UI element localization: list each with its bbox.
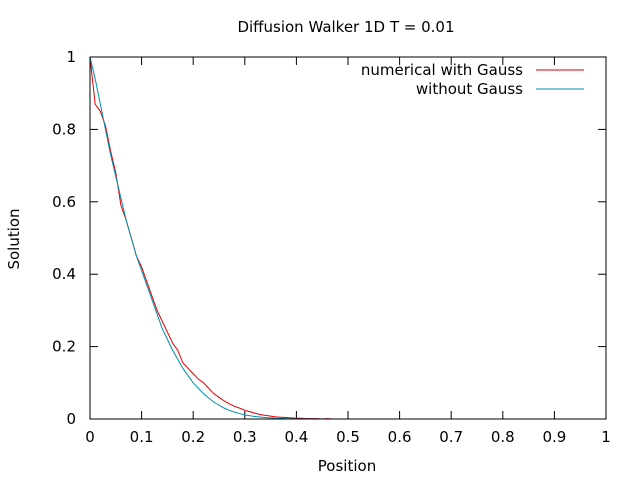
y-axis-label: Solution [5,208,23,269]
x-tick-label: 0.6 [388,428,412,446]
x-axis-label: Position [318,457,376,475]
x-tick-label: 0.7 [439,428,463,446]
x-tick-label: 0.5 [336,428,360,446]
y-tick-label: 0.8 [52,120,76,138]
x-tick-label: 1 [601,428,611,446]
axis-ticks [89,56,607,420]
series-line-1 [89,56,333,420]
x-tick-label: 0.2 [181,428,205,446]
x-tick-label: 0.8 [491,428,515,446]
series-line-2 [89,56,328,420]
y-tick-label: 0.4 [52,265,76,283]
x-tick-label: 0.3 [233,428,257,446]
y-tick-label: 0.6 [52,193,76,211]
x-tick-label: 0.4 [284,428,308,446]
y-tick-label: 1 [66,48,76,66]
chart-title: Diffusion Walker 1D T = 0.01 [237,18,454,36]
y-tick-label: 0 [66,410,76,428]
y-tick-label: 0.2 [52,338,76,356]
series-lines [89,56,333,420]
plot-frame [89,56,607,420]
legend-label-2: without Gauss [416,80,523,98]
x-tick-label: 0.9 [542,428,566,446]
x-tick-label: 0.1 [130,428,154,446]
axis-tick-labels: 0 0.1 0.2 0.3 0.4 0.5 0.6 0.7 0.8 0.9 1 0 0.2 0.4 0.6 0… [52,48,611,446]
legend-label-1: numerical with Gauss [361,61,523,79]
x-tick-label: 0 [85,428,95,446]
